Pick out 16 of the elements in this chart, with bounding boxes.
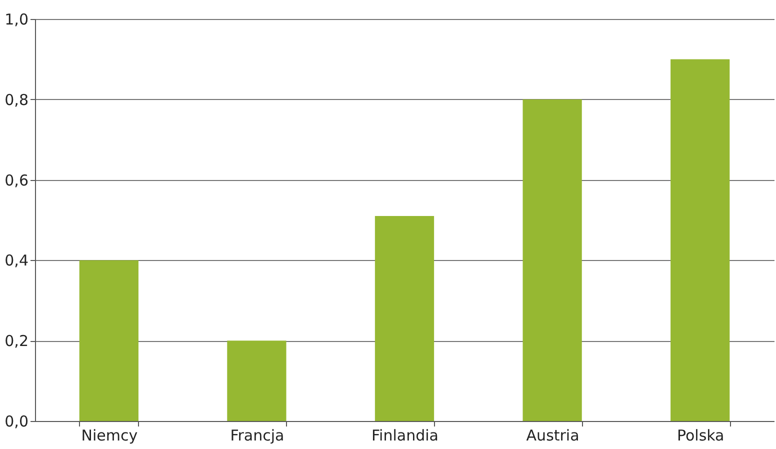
x-tick-label: Polska — [676, 426, 724, 444]
y-tick-label: 0,4 — [4, 252, 28, 270]
bar — [374, 216, 434, 421]
y-tick-label: 0,0 — [4, 412, 28, 430]
y-tick-label: 0,8 — [4, 90, 28, 109]
y-tick-label: 0,2 — [4, 332, 28, 350]
bar — [670, 59, 730, 421]
y-tick-label: 0,6 — [4, 171, 28, 190]
bar — [522, 99, 582, 421]
bar — [79, 260, 138, 421]
x-tick-label: Finlandia — [372, 426, 438, 444]
x-tick-label: Austria — [526, 426, 580, 444]
x-tick-label: Francja — [230, 426, 284, 444]
y-tick-label: 1,0 — [4, 10, 28, 28]
bar — [227, 340, 286, 421]
x-tick-label: Niemcy — [81, 426, 138, 444]
